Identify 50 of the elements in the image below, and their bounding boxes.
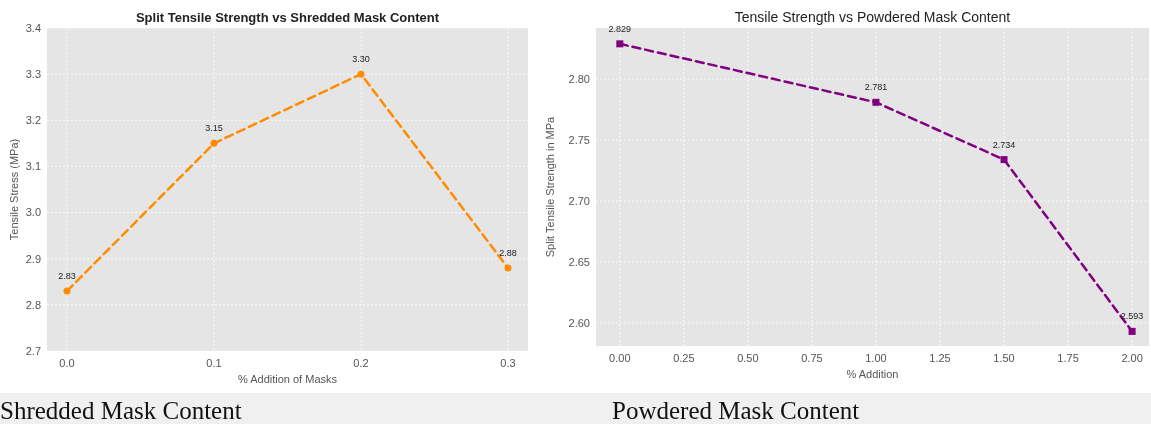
chart-title: Split Tensile Strength vs Shredded Mask Content (135, 10, 440, 25)
y-tick-label: 2.70 (568, 194, 590, 207)
data-label: 2.83 (58, 271, 76, 282)
data-label: 2.88 (499, 247, 517, 258)
y-tick-label: 3.2 (25, 114, 41, 127)
x-tick-label: 0.25 (673, 352, 695, 364)
text: Powdered Mask Content (612, 397, 860, 424)
y-tick-label: 2.7 (25, 344, 41, 357)
y-tick-label: 3.3 (25, 67, 41, 80)
point (210, 139, 218, 147)
y-tick-label: 3.4 (25, 21, 41, 34)
y-tick-label: 2.80 (568, 73, 590, 86)
point (1000, 156, 1008, 164)
x-axis-title: % Addition (846, 368, 899, 380)
point (872, 98, 880, 106)
x-tick-label: 1.25 (929, 352, 951, 364)
data-label: 3.30 (352, 54, 370, 65)
data-label: 2.593 (1120, 311, 1144, 322)
data-label: 3.15 (205, 123, 223, 134)
point (1128, 327, 1136, 335)
x-axis-title: % Addition of Masks (237, 373, 338, 385)
x-tick-label: 2.00 (1121, 352, 1143, 364)
y-tick-label: 3.0 (25, 206, 41, 219)
x-tick-label: 0.0 (59, 357, 75, 369)
y-axis-title: Tensile Stress (MPa) (8, 138, 20, 241)
x-tick-label: 0.3 (500, 357, 516, 369)
chart-title: Tensile Strength vs Powdered Mask Content (734, 9, 1011, 25)
point (63, 287, 71, 295)
y-tick-label: 2.8 (25, 298, 41, 311)
y-tick-label: 2.60 (568, 316, 590, 329)
point (504, 264, 512, 272)
data-label: 2.781 (864, 82, 888, 93)
x-tick-label: 0.50 (737, 352, 759, 364)
text: Shredded Mask Content (0, 397, 242, 424)
y-tick-label: 2.65 (568, 255, 590, 268)
x-tick-label: 1.00 (865, 352, 887, 364)
data-label: 2.829 (608, 23, 632, 34)
point (357, 70, 365, 78)
data-label: 2.734 (992, 139, 1016, 150)
y-tick-label: 2.75 (568, 133, 590, 146)
x-tick-label: 0.1 (206, 357, 222, 369)
x-tick-label: 1.50 (993, 352, 1015, 364)
x-tick-label: 1.75 (1057, 352, 1079, 364)
x-tick-label: 0.00 (609, 352, 631, 364)
y-tick-label: 2.9 (25, 252, 41, 265)
x-tick-label: 0.2 (353, 357, 369, 369)
x-tick-label: 0.75 (801, 352, 823, 364)
y-tick-label: 3.1 (25, 160, 41, 173)
y-axis-title: Split Tensile Strength in MPa (544, 115, 556, 258)
point (616, 40, 624, 48)
